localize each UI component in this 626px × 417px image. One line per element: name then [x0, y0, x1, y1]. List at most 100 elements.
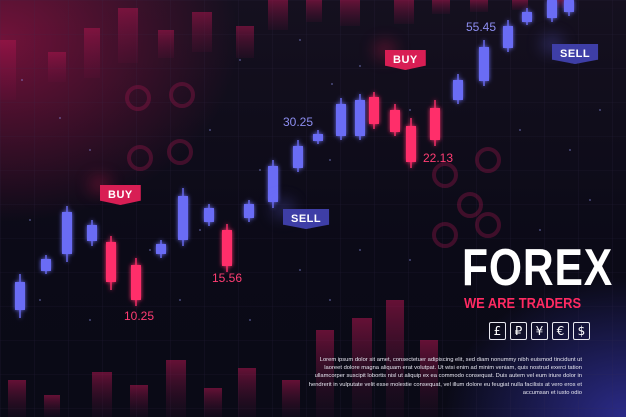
decorative-ring	[432, 162, 458, 188]
decorative-ring	[432, 222, 458, 248]
candlestick	[222, 224, 232, 272]
decorative-dot	[249, 319, 251, 321]
candle-body	[15, 282, 25, 310]
background-bar	[92, 372, 112, 417]
candle-body	[41, 259, 51, 271]
decorative-dot	[331, 83, 333, 85]
decorative-dot	[149, 249, 151, 251]
page-title: FOREX	[462, 239, 613, 297]
background-bar	[268, 0, 288, 30]
candle-body	[204, 208, 214, 222]
candle-body	[62, 212, 72, 254]
decorative-ring	[167, 139, 193, 165]
candle-body	[369, 97, 379, 124]
candlestick	[15, 274, 25, 318]
sell-badge[interactable]: SELL	[552, 44, 599, 64]
candle-body	[522, 12, 532, 22]
background-bars-bottom	[8, 300, 438, 417]
background-bar	[0, 40, 16, 100]
decorative-ring	[169, 82, 195, 108]
pound-icon: £	[489, 322, 506, 340]
background-bar	[316, 330, 334, 417]
decorative-dot	[329, 299, 331, 301]
page-subtitle: WE ARE TRADERS	[464, 295, 582, 312]
background-bar	[306, 0, 322, 22]
candle-body	[503, 26, 513, 48]
background-bars-top	[0, 0, 572, 100]
candle-body	[564, 0, 574, 12]
background-bar	[166, 360, 186, 417]
decorative-ring	[475, 147, 501, 173]
price-label: 15.56	[212, 271, 243, 285]
candle-body	[313, 134, 323, 141]
buy-badge[interactable]: BUY	[100, 185, 141, 205]
candlestick	[406, 118, 416, 168]
yen-icon: ¥	[531, 322, 548, 340]
candlestick	[41, 255, 51, 274]
decorative-dots	[21, 39, 601, 321]
decorative-dot	[539, 229, 541, 231]
decorative-ring	[127, 145, 153, 171]
background-bar	[340, 0, 360, 26]
candlestick	[564, 0, 574, 16]
candlestick	[453, 74, 463, 104]
candle-body	[156, 244, 166, 254]
candlestick	[106, 236, 116, 290]
candlestick	[479, 40, 489, 86]
sell-badge[interactable]: SELL	[283, 209, 330, 229]
price-label: 55.45	[466, 20, 497, 34]
candlestick	[178, 188, 188, 246]
decorative-rings	[125, 82, 501, 248]
decorative-ring	[457, 192, 483, 218]
background-bar	[44, 395, 60, 417]
background-bar	[192, 12, 212, 52]
background-bar	[238, 368, 256, 417]
candlestick	[369, 92, 379, 129]
candle-body	[453, 80, 463, 100]
background-bar	[394, 0, 414, 24]
price-label: 10.25	[124, 309, 155, 323]
ruble-icon: ₽	[510, 322, 527, 340]
candle-body	[268, 166, 278, 202]
decorative-dot	[359, 249, 361, 251]
background-bar	[420, 340, 438, 417]
decorative-dot	[299, 39, 301, 41]
decorative-dot	[59, 117, 61, 119]
candlestick	[503, 20, 513, 52]
background-bar	[432, 0, 450, 14]
candle-body	[355, 100, 365, 136]
background-bar	[118, 8, 138, 63]
currency-symbols: £ ₽ ¥ € $	[489, 322, 590, 340]
buy-badge[interactable]: BUY	[385, 50, 426, 70]
background-bar	[282, 380, 300, 417]
background-bar	[236, 26, 254, 58]
decorative-dot	[259, 169, 261, 171]
candlestick	[268, 160, 278, 208]
decorative-dot	[179, 299, 181, 301]
decorative-dot	[299, 269, 301, 271]
candlestick	[522, 8, 532, 25]
decorative-dot	[21, 79, 23, 81]
background-bar	[352, 318, 372, 417]
decorative-ring	[125, 85, 151, 111]
decorative-dot	[359, 65, 361, 67]
candlestick	[87, 220, 97, 246]
background-bar	[386, 300, 404, 417]
candle-body	[106, 242, 116, 282]
price-label: 22.13	[423, 151, 454, 165]
candlestick	[313, 130, 323, 144]
candle-body	[390, 110, 400, 132]
background-bar	[48, 52, 66, 82]
decorative-dot	[599, 109, 601, 111]
decorative-dot	[209, 129, 211, 131]
decorative-dot	[569, 149, 571, 151]
background-bar	[158, 30, 174, 58]
decorative-dot	[89, 319, 91, 321]
decorative-dot	[329, 159, 331, 161]
decorative-dot	[519, 129, 521, 131]
dollar-icon: $	[573, 322, 590, 340]
candle-body	[479, 47, 489, 81]
background-bar	[204, 388, 222, 417]
